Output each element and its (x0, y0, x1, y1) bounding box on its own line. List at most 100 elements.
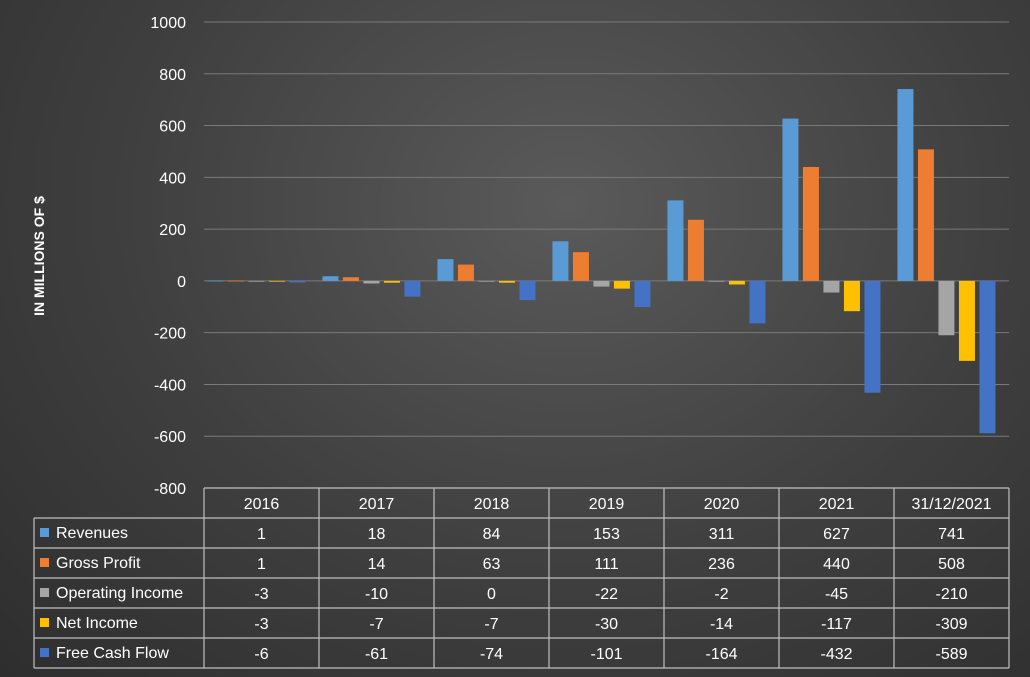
data-label: 14 (368, 556, 386, 573)
y-tick-label: 1000 (150, 15, 186, 32)
x-category-label: 2017 (359, 496, 395, 513)
data-label: 84 (483, 526, 501, 543)
data-label: -117 (821, 616, 852, 633)
data-label: 63 (483, 556, 501, 573)
gridlines (204, 21, 1009, 489)
bar (917, 149, 934, 281)
bar (342, 277, 359, 281)
data-table: 2016 2017 2018 2019 2020 2021 31/12/2021 Revenu… (33, 487, 1010, 669)
y-axis-label: IN MILLIONS OF $ (31, 196, 47, 316)
bar (782, 118, 799, 281)
bar (383, 280, 400, 283)
legend-swatch (40, 588, 49, 597)
legend-entry: Gross Profit (56, 555, 141, 572)
y-tick-label: -800 (154, 481, 186, 498)
bar (519, 280, 536, 301)
data-label: -309 (935, 616, 967, 633)
data-label: -6 (254, 646, 268, 663)
y-tick-label: 200 (159, 222, 186, 239)
data-label: -2 (714, 586, 728, 603)
y-tick-label: 600 (159, 119, 186, 136)
bar (979, 280, 996, 434)
bar (227, 280, 244, 282)
bar (363, 280, 380, 284)
data-label: -61 (365, 646, 388, 663)
y-tick-label: 800 (159, 67, 186, 84)
bar (552, 241, 569, 281)
bar (268, 280, 285, 282)
data-label: -30 (595, 616, 618, 633)
y-tick-label: 400 (159, 170, 186, 187)
bar (749, 280, 766, 324)
data-label: -45 (825, 586, 848, 603)
data-label: 311 (709, 526, 735, 543)
data-label: 153 (593, 526, 620, 543)
bar (248, 280, 265, 282)
data-label: -14 (710, 616, 733, 633)
bar (687, 219, 704, 281)
data-label: -10 (365, 586, 388, 603)
bar (864, 280, 881, 393)
data-label: 18 (368, 526, 386, 543)
bar (728, 280, 745, 285)
data-label: -7 (484, 616, 498, 633)
data-label: 1 (257, 556, 266, 573)
data-label: 0 (487, 586, 496, 603)
bar (708, 280, 725, 282)
legend-swatch (40, 558, 49, 567)
legend-swatch (40, 528, 49, 537)
x-category-label: 2016 (244, 496, 280, 513)
data-label: -101 (590, 646, 622, 663)
x-category-label: 2018 (474, 496, 510, 513)
legend-entry: Free Cash Flow (56, 645, 169, 662)
data-label: -432 (820, 646, 852, 663)
y-tick-label: -200 (154, 326, 186, 343)
bar (843, 280, 860, 312)
bar (457, 264, 474, 281)
legend-swatch (40, 648, 49, 657)
bar (634, 280, 651, 308)
data-label: -3 (254, 616, 268, 633)
bar (823, 280, 840, 293)
data-label: 1 (257, 526, 266, 543)
x-category-label: 2020 (704, 496, 740, 513)
bar (897, 89, 914, 281)
y-tick-label: -400 (154, 377, 186, 394)
x-category-label: 2021 (819, 496, 855, 513)
x-category-label: 2019 (589, 496, 625, 513)
data-label: 627 (823, 526, 850, 543)
data-label: -589 (935, 646, 967, 663)
bar (938, 280, 955, 336)
legend-entry: Revenues (56, 525, 128, 542)
bar (802, 166, 819, 281)
bar (667, 200, 684, 281)
y-axis-ticks: -800 -600 -400 -200 0 200 400 600 800 1000 (150, 15, 186, 498)
bar (404, 280, 421, 297)
data-label: -164 (705, 646, 737, 663)
data-label: 236 (708, 556, 735, 573)
bar (437, 259, 454, 281)
data-label: 440 (823, 556, 850, 573)
y-tick-label: 0 (177, 274, 186, 291)
data-label: 508 (938, 556, 965, 573)
bar (593, 280, 610, 287)
legend-entry: Net Income (56, 615, 138, 632)
data-label: -22 (595, 586, 618, 603)
bar (207, 280, 224, 282)
data-label: -7 (369, 616, 383, 633)
data-label: -74 (480, 646, 503, 663)
x-category-label: 31/12/2021 (911, 496, 991, 513)
data-label: -3 (254, 586, 268, 603)
legend-entry: Operating Income (56, 585, 183, 602)
data-label: 741 (938, 526, 965, 543)
data-label: 111 (594, 556, 618, 573)
bar (478, 280, 495, 282)
bar (958, 280, 975, 361)
bar (613, 280, 630, 289)
data-label: -210 (935, 586, 967, 603)
bar (289, 280, 306, 283)
bar (572, 252, 589, 281)
y-tick-label: -600 (154, 429, 186, 446)
legend-swatch (40, 618, 49, 627)
